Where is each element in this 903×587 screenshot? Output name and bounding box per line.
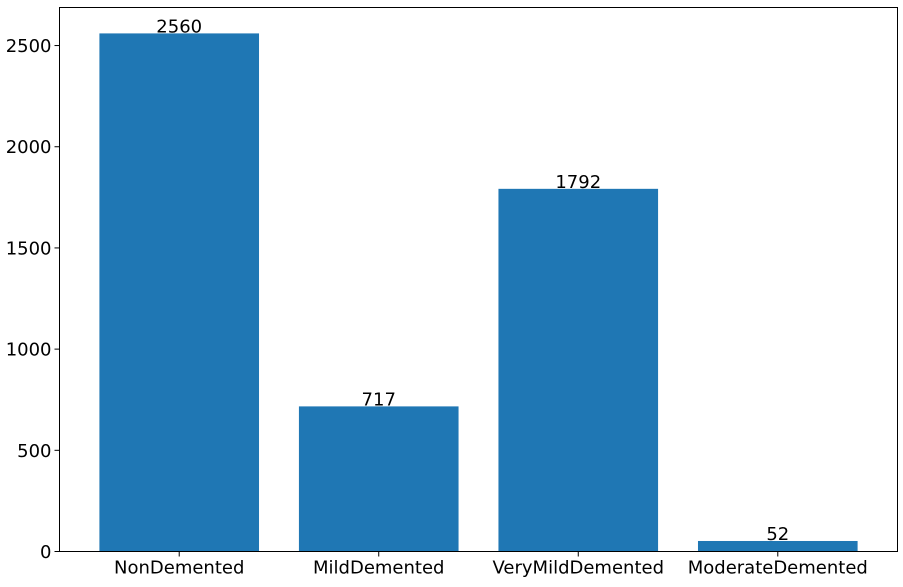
y-tick-label: 0 (40, 542, 51, 563)
y-tick-label: 2000 (6, 137, 52, 158)
y-tick-label: 2500 (6, 36, 52, 57)
bar-value-label: 717 (362, 389, 396, 410)
bar-nondemented (99, 33, 260, 552)
y-tick-label: 1000 (6, 340, 52, 361)
y-tick-label: 500 (17, 441, 51, 462)
x-tick-label: MildDemented (313, 558, 444, 579)
bar-verymilddemented (498, 188, 659, 552)
bar-moderatedemented (697, 540, 858, 552)
plot-frame (59, 7, 898, 552)
value-labels-layer: 2560 717 1792 52 (156, 16, 789, 545)
bars-layer (99, 33, 858, 552)
x-tick-label: NonDemented (114, 558, 244, 579)
x-tick-label: VeryMildDemented (493, 558, 665, 579)
bar-milddemented (298, 406, 459, 552)
x-axis: NonDemented MildDemented VeryMildDemented M… (114, 551, 868, 579)
bar-value-label: 2560 (156, 16, 202, 37)
bar-value-label: 52 (766, 524, 789, 545)
bar-value-label: 1792 (555, 172, 601, 193)
y-axis: 0 500 1000 1500 2000 2500 (6, 36, 60, 563)
y-tick-label: 1500 (6, 238, 52, 259)
x-tick-label: ModerateDemented (688, 558, 868, 579)
